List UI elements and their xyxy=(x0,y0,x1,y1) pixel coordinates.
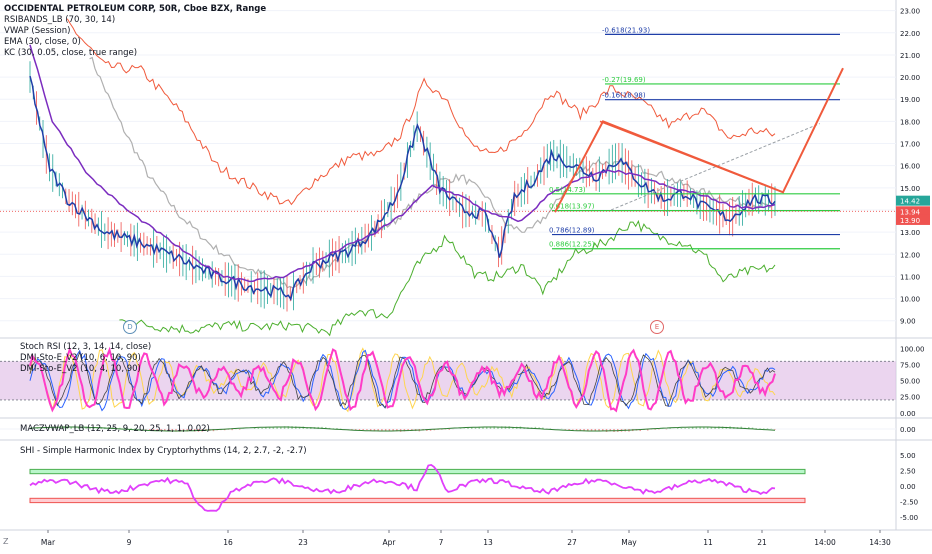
shi-ytick-2: 0.00 xyxy=(900,483,916,491)
price-label-last-bg xyxy=(896,195,930,206)
main-ytick-10: 13.00 xyxy=(900,229,920,237)
ema-line xyxy=(89,56,776,289)
fib-level-label-1: -0.27(19.69) xyxy=(602,76,646,84)
legend-indicator-kc[interactable]: KC (30, 0.05, close, true range) xyxy=(4,48,138,58)
xaxis-label-12: 14:30 xyxy=(869,538,891,547)
xaxis-label-3: 23 xyxy=(298,538,308,547)
main-ytick-14: 9.00 xyxy=(900,318,916,326)
shi-ytick-0: 5.00 xyxy=(900,452,916,460)
price-label-mid: 13.94 xyxy=(900,208,921,216)
xaxis-label-0: Mar xyxy=(41,538,56,547)
event-marker-d[interactable]: D xyxy=(123,320,137,334)
fib-level-label-4: 0.618(13.97) xyxy=(549,203,595,211)
fib-level-label-6: 0.886(12.25) xyxy=(549,241,595,249)
main-ytick-0: 23.00 xyxy=(900,8,920,16)
xaxis-label-2: 16 xyxy=(223,538,233,547)
rsi-band-upper-line xyxy=(66,18,776,206)
stoch-k-line xyxy=(29,346,776,413)
price-label-low: 13.90 xyxy=(900,217,920,225)
main-ytick-6: 17.00 xyxy=(900,141,920,149)
shi-ytick-3: -2.50 xyxy=(900,498,918,506)
xaxis-label-6: 13 xyxy=(483,538,493,547)
legend-indicator-ema[interactable]: EMA (30, close, 0) xyxy=(4,37,81,47)
stoch-ytick-1: 75.00 xyxy=(900,362,920,370)
main-ytick-3: 20.00 xyxy=(900,74,920,82)
main-ytick-11: 12.00 xyxy=(900,251,920,259)
main-ytick-12: 11.00 xyxy=(900,273,920,281)
price-label-last: 14.42 xyxy=(900,198,920,206)
xaxis-label-5: 7 xyxy=(439,538,444,547)
stoch-k2-line xyxy=(29,350,776,409)
rsi-band-lower-line xyxy=(119,219,776,337)
event-marker-e[interactable]: E xyxy=(650,320,664,334)
shi-line xyxy=(29,463,776,512)
xaxis-label-10: 21 xyxy=(757,538,767,547)
main-ytick-7: 16.00 xyxy=(900,163,920,171)
main-ytick-1: 22.00 xyxy=(900,30,920,38)
price-label-mid-bg xyxy=(896,206,930,217)
macd-line xyxy=(29,426,776,432)
xaxis-label-1: 9 xyxy=(127,538,132,547)
main-ytick-8: 15.00 xyxy=(900,185,920,193)
xaxis-label-7: 27 xyxy=(567,538,577,547)
stoch-ytick-2: 50.00 xyxy=(900,378,920,386)
harmonic-pattern-line xyxy=(554,67,844,213)
main-ytick-4: 19.00 xyxy=(900,96,920,104)
vwap-line xyxy=(29,44,776,283)
stoch-pane-line-1[interactable]: DMI-Sto-E_V2 (10, 6, 10, 90) xyxy=(20,353,141,363)
legend-indicator-rsibands[interactable]: RSIBANDS_LB (70, 30, 14) xyxy=(4,15,116,25)
fib-level-label-5: 0.786(12.89) xyxy=(549,227,595,235)
xaxis-label-4: Apr xyxy=(383,538,397,547)
zoom-corner-label[interactable]: Z xyxy=(3,537,9,546)
fib-level-label-2: -0.16(18.98) xyxy=(602,92,646,100)
xaxis-label-8: May xyxy=(621,538,637,547)
stoch-dmi-line xyxy=(29,347,776,413)
main-ytick-5: 18.00 xyxy=(900,118,920,126)
main-ytick-13: 10.00 xyxy=(900,296,920,304)
fib-level-label-0: -0.618(21.93) xyxy=(602,26,650,34)
chart-legend: OCCIDENTAL PETROLEUM CORP, 50R, Cboe BZX… xyxy=(4,4,266,59)
pattern-descending-line xyxy=(599,120,784,193)
legend-indicator-vwap[interactable]: VWAP (Session) xyxy=(4,26,71,36)
price-label-low-bg xyxy=(896,214,930,225)
macd-pane-title[interactable]: MACZVWAP_LB (12, 25, 9, 20, 25, 1, 1, 0.… xyxy=(20,424,210,434)
legend-title: OCCIDENTAL PETROLEUM CORP, 50R, Cboe BZX… xyxy=(4,4,267,14)
shi-pane-title[interactable]: SHI - Simple Harmonic Index by Cryptorhy… xyxy=(20,446,307,456)
main-ytick-2: 21.00 xyxy=(900,52,920,60)
stoch-pane-title[interactable]: Stoch RSI (12, 3, 14, 14, close) xyxy=(20,342,152,352)
stoch-ytick-4: 0.00 xyxy=(900,410,916,418)
shi-ytick-1: 2.50 xyxy=(900,468,916,476)
xaxis-label-11: 14:00 xyxy=(814,538,836,547)
xaxis-label-9: 11 xyxy=(703,538,713,547)
stoch-pane-line-2[interactable]: DMI-Sto-E_V2 (10, 4, 10, 90) xyxy=(20,364,141,374)
stoch-ytick-0: 100.00 xyxy=(900,345,925,353)
shi-upper-band xyxy=(29,468,806,475)
shi-ytick-4: -5.00 xyxy=(900,514,918,522)
shi-lower-band xyxy=(29,497,806,504)
stoch-ytick-3: 25.00 xyxy=(900,394,920,402)
price-line xyxy=(29,75,776,301)
macd-ytick-0: 0.00 xyxy=(900,426,916,434)
